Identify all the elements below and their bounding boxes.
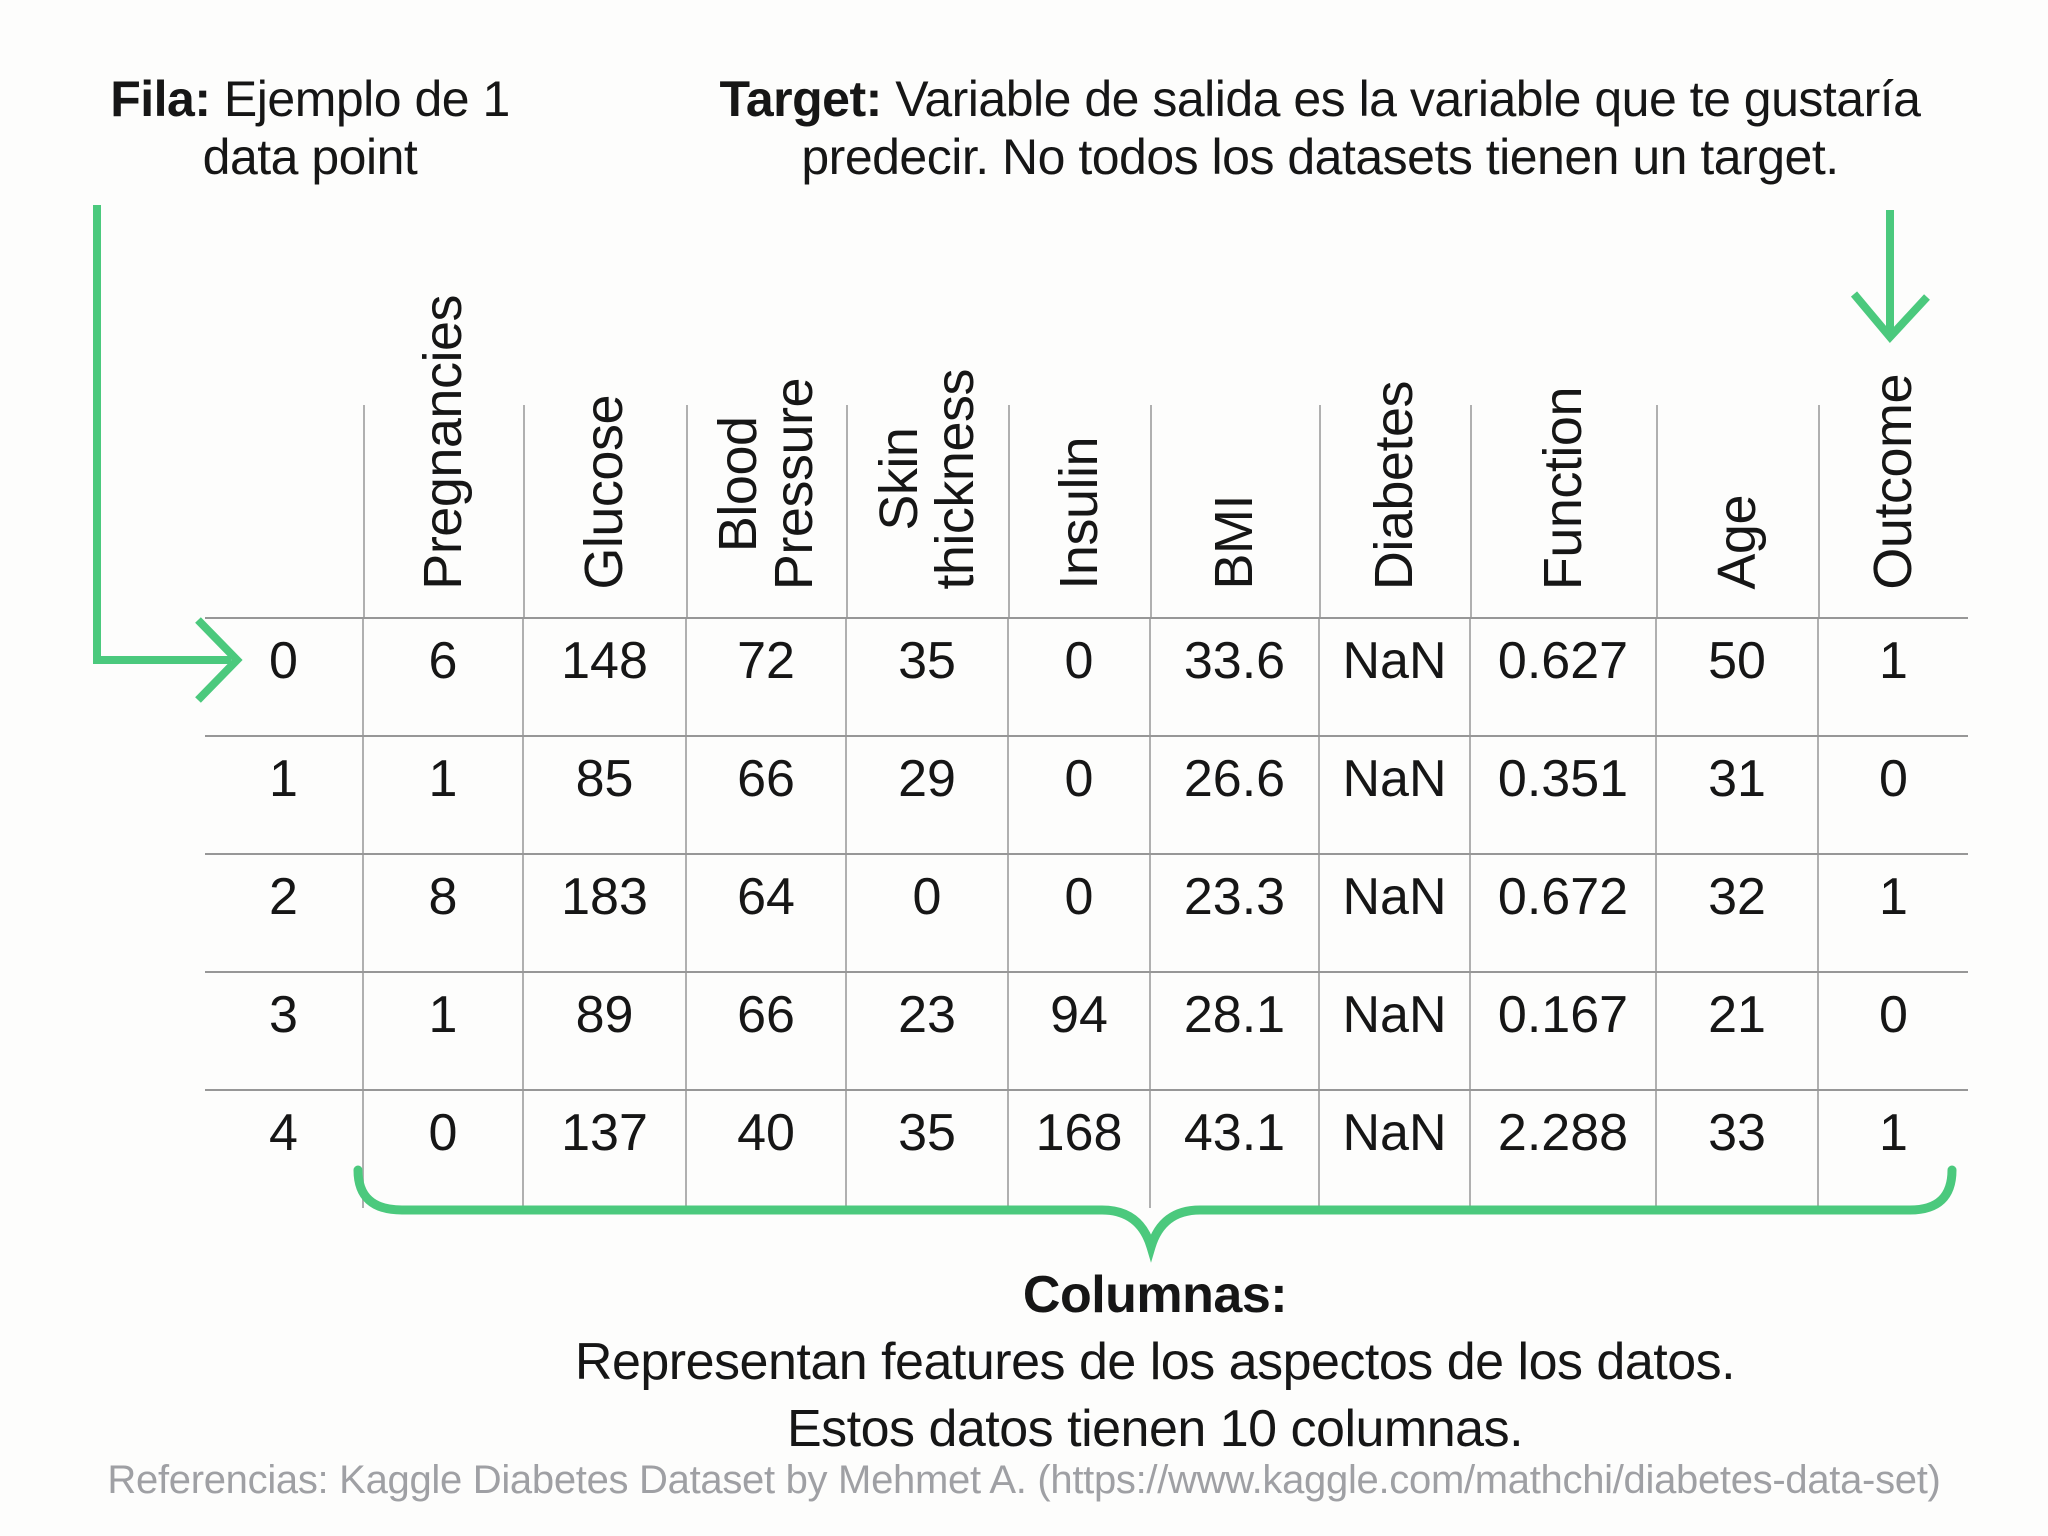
table-cell: 89 — [522, 972, 686, 1091]
table-cell: 1 — [1817, 854, 1968, 973]
column-header-label: Function — [1532, 386, 1593, 590]
target-annotation: Target: Variable de salida es la variabl… — [600, 70, 2040, 186]
column-header-pregnancies: Pregnancies — [363, 225, 523, 619]
table-cell: 183 — [522, 854, 686, 973]
fila-annotation: Fila: Ejemplo de 1 data point — [52, 70, 568, 186]
column-header-bmi: BMI — [1150, 225, 1319, 619]
fila-text-line1: Ejemplo de 1 — [223, 71, 510, 127]
column-header-label: Glucose — [574, 395, 635, 590]
target-text-line2: predecir. No todos los datasets tienen u… — [801, 129, 1839, 185]
table-cell: 8 — [362, 854, 523, 973]
table-cell: 32 — [1655, 854, 1818, 973]
table-cell: 31 — [1655, 736, 1818, 855]
column-header-label: Diabetes — [1364, 380, 1425, 590]
column-header-label: Outcome — [1862, 374, 1923, 590]
column-header-diabetes: Diabetes — [1319, 225, 1470, 619]
table-row: 2 8 183 64 0 0 23.3 NaN 0.672 32 1 — [205, 854, 1968, 973]
index-column-header — [205, 225, 363, 619]
table-cell: 0.627 — [1469, 618, 1656, 737]
table-cell: 72 — [685, 618, 846, 737]
table-cell: 94 — [1007, 972, 1150, 1091]
column-header-label: Insulin — [1048, 437, 1109, 590]
column-header-function: Function — [1470, 225, 1656, 619]
row-index-cell: 3 — [205, 972, 363, 1091]
table-cell: 0 — [1817, 736, 1968, 855]
table-cell: NaN — [1318, 972, 1470, 1091]
column-header-label: Age — [1706, 495, 1767, 590]
row-index-cell: 0 — [205, 618, 363, 737]
table-cell: 35 — [845, 618, 1008, 737]
table-cell: 2.288 — [1469, 1090, 1656, 1208]
dataset-table-container: Pregnancies Glucose Blood Pressure Skin thi… — [205, 225, 1968, 1208]
columnas-annotation: Columnas: Representan features de los as… — [260, 1262, 2048, 1463]
columnas-text-line2: Estos datos tienen 10 columnas. — [786, 1400, 1524, 1458]
table-cell: 1 — [1817, 1090, 1968, 1208]
table-cell: 43.1 — [1149, 1090, 1319, 1208]
row-index-cell: 2 — [205, 854, 363, 973]
target-text-line1: Variable de salida es la variable que te… — [895, 71, 1921, 127]
table-cell: 50 — [1655, 618, 1818, 737]
table-cell: 0 — [1007, 618, 1150, 737]
table-row: 1 1 85 66 29 0 26.6 NaN 0.351 31 0 — [205, 736, 1968, 855]
table-cell: 35 — [845, 1090, 1008, 1208]
table-cell: 33 — [1655, 1090, 1818, 1208]
table-cell: 66 — [685, 972, 846, 1091]
table-cell: NaN — [1318, 618, 1470, 737]
column-header-insulin: Insulin — [1008, 225, 1150, 619]
row-index-cell: 4 — [269, 1104, 298, 1162]
table-cell: 137 — [522, 1090, 686, 1208]
columnas-text-line1: Representan features de los aspectos de … — [574, 1333, 1736, 1391]
table-row: 0 6 148 72 35 0 33.6 NaN 0.627 50 1 — [205, 618, 1968, 737]
table-cell: 26.6 — [1149, 736, 1319, 855]
column-header-label: Skin thickness — [868, 369, 985, 590]
column-header-age: Age — [1656, 225, 1818, 619]
table-cell: 0.167 — [1469, 972, 1656, 1091]
reference-footnote: Referencias: Kaggle Diabetes Dataset by … — [107, 1458, 1941, 1502]
table-cell: 1 — [362, 972, 523, 1091]
column-header-label: BMI — [1204, 495, 1265, 590]
table-cell: NaN — [1318, 1090, 1470, 1208]
column-header-glucose: Glucose — [523, 225, 686, 619]
dataset-table: Pregnancies Glucose Blood Pressure Skin thi… — [205, 225, 1968, 1208]
table-cell: 0 — [362, 1090, 523, 1208]
table-cell: 6 — [362, 618, 523, 737]
table-cell: 168 — [1007, 1090, 1150, 1208]
fila-label: Fila: — [110, 71, 211, 127]
table-cell: 21 — [1655, 972, 1818, 1091]
table-cell: NaN — [1318, 854, 1470, 973]
table-cell: 0.351 — [1469, 736, 1656, 855]
table-cell: NaN — [1318, 736, 1470, 855]
target-label: Target: — [719, 71, 883, 127]
table-cell: 148 — [522, 618, 686, 737]
table-cell: 64 — [685, 854, 846, 973]
table-cell: 29 — [845, 736, 1008, 855]
table-cell: 28.1 — [1149, 972, 1319, 1091]
table-cell: 85 — [522, 736, 686, 855]
row-index-cell: 1 — [205, 736, 363, 855]
table-row: 4 0 137 40 35 168 43.1 NaN 2.288 33 1 — [205, 1090, 1968, 1208]
column-header-blood-pressure: Blood Pressure — [686, 225, 846, 619]
table-cell: 0 — [1817, 972, 1968, 1091]
table-cell: 33.6 — [1149, 618, 1319, 737]
table-cell: 23 — [845, 972, 1008, 1091]
table-cell: 0.672 — [1469, 854, 1656, 973]
column-header-outcome: Outcome — [1818, 225, 1968, 619]
columnas-title: Columnas: — [1022, 1266, 1288, 1324]
table-cell: 0 — [1007, 854, 1150, 973]
table-cell: 0 — [845, 854, 1008, 973]
table-cell: 40 — [685, 1090, 846, 1208]
fila-text-line2: data point — [202, 129, 418, 185]
table-header-row: Pregnancies Glucose Blood Pressure Skin thi… — [205, 225, 1968, 619]
table-cell: 1 — [1817, 618, 1968, 737]
column-header-skin-thickness: Skin thickness — [846, 225, 1008, 619]
table-cell: 1 — [362, 736, 523, 855]
table-cell: 66 — [685, 736, 846, 855]
table-row: 3 1 89 66 23 94 28.1 NaN 0.167 21 0 — [205, 972, 1968, 1091]
table-cell: 23.3 — [1149, 854, 1319, 973]
column-header-label: Pregnancies — [412, 295, 473, 590]
column-header-label: Blood Pressure — [707, 377, 824, 590]
table-cell: 0 — [1007, 736, 1150, 855]
